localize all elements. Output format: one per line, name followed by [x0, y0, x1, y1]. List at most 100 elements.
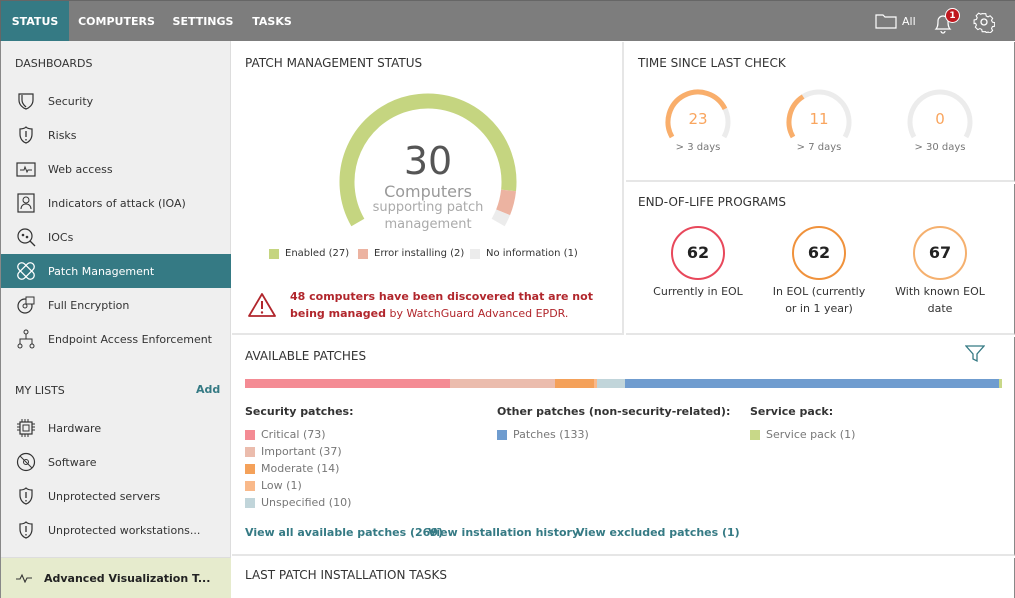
disc-icon — [16, 452, 36, 472]
warning-icon — [248, 293, 276, 317]
list-item-hardware[interactable]: Hardware — [1, 411, 231, 445]
patch-bar-segment — [554, 379, 594, 388]
sidebar-item-endpoint-access-enforcement[interactable]: Endpoint Access Enforcement — [1, 322, 231, 356]
eol-count-circle[interactable]: 62 — [671, 226, 725, 280]
eol-count-circle[interactable]: 62 — [792, 226, 846, 280]
sidebar-item-indicators-of-attack-ioa[interactable]: Indicators of attack (IOA) — [1, 186, 231, 220]
last-tasks-title: LAST PATCH INSTALLATION TASKS — [245, 568, 448, 582]
sidebar-item-label: Endpoint Access Enforcement — [48, 332, 212, 346]
pulse-icon — [16, 573, 32, 583]
time-gauge-track — [907, 89, 973, 139]
sidebar-item-label: Patch Management — [48, 264, 155, 278]
patch-legend-item: Patches (133) — [497, 428, 589, 441]
sidebar-item-label: Web access — [48, 162, 113, 176]
sidebar-item-label: IOCs — [48, 230, 74, 244]
folder-icon — [875, 14, 897, 29]
legend-swatch — [358, 248, 368, 259]
sidebar-item-label: Hardware — [48, 421, 102, 435]
sidebar-item-label: Security — [48, 94, 94, 108]
patch-bar-segment — [999, 379, 1002, 388]
notifications-button[interactable]: 1 — [931, 8, 960, 35]
gauge-label: Computers — [384, 182, 472, 201]
patch-legend-item: Moderate (14) — [245, 462, 339, 475]
my-lists-heading: MY LISTS — [15, 384, 65, 397]
legend-swatch — [750, 429, 760, 440]
view-excluded-patches-link[interactable]: View excluded patches (1) — [576, 526, 740, 539]
available-patches-card: AVAILABLE PATCHES Security patches: Othe… — [232, 337, 1015, 556]
time-gauge-fill — [786, 94, 805, 139]
patch-status-title: PATCH MANAGEMENT STATUS — [245, 56, 423, 70]
time-gauge-value: 0 — [935, 110, 945, 128]
time-gauges — [665, 89, 973, 139]
other-patches-heading: Other patches (non-security-related): — [497, 405, 731, 418]
top-nav: STATUS COMPUTERS SETTINGS TASKS All 1 — [0, 0, 1015, 42]
gauge-segment-0 — [339, 93, 517, 227]
monitor-pulse-icon — [16, 162, 36, 177]
eol-label: In EOL (currently or in 1 year) — [772, 285, 866, 315]
legend-swatch — [245, 446, 255, 457]
network-tree-icon — [17, 329, 35, 349]
sidebar-item-patch-management[interactable]: Patch Management — [1, 254, 231, 288]
service-pack-heading: Service pack: — [750, 405, 834, 418]
advanced-visualization-item[interactable]: Advanced Visualization T... — [1, 557, 231, 598]
sidebar-item-full-encryption[interactable]: Full Encryption — [1, 288, 231, 322]
legend-no-info: No information (1) — [470, 248, 578, 259]
patch-icon — [17, 262, 35, 280]
sidebar-item-web-access[interactable]: Web access — [1, 152, 231, 186]
patch-status-gauge — [339, 93, 517, 227]
tab-status[interactable]: STATUS — [1, 1, 69, 42]
legend-swatch — [470, 248, 480, 259]
time-gauge-value: 11 — [809, 110, 829, 128]
patch-legend-item: Critical (73) — [245, 428, 326, 441]
tab-computers[interactable]: COMPUTERS — [78, 15, 155, 28]
time-since-check-title: TIME SINCE LAST CHECK — [638, 56, 786, 70]
patch-bar-segment — [450, 379, 555, 388]
sidebar-item-label: Software — [48, 455, 97, 469]
legend-swatch — [245, 429, 255, 440]
tab-settings[interactable]: SETTINGS — [172, 15, 234, 28]
patch-bar-segment — [593, 379, 597, 388]
view-installation-history-link[interactable]: View installation history — [428, 526, 580, 539]
search-bug-icon — [17, 228, 36, 247]
list-item-unprotected-workstations[interactable]: Unprotected workstations... — [1, 513, 231, 547]
legend-swatch — [497, 429, 507, 440]
gauge-segment-1 — [496, 189, 517, 216]
list-item-software[interactable]: Software — [1, 445, 231, 479]
add-list-link[interactable]: Add — [196, 383, 221, 396]
sidebar-item-iocs[interactable]: IOCs — [1, 220, 231, 254]
unmanaged-warning[interactable]: 48 computers have been discovered that a… — [290, 290, 593, 320]
folder-label: All — [902, 14, 916, 28]
patch-status-card: PATCH MANAGEMENT STATUS 30 Computers sup… — [232, 42, 624, 335]
folder-filter-button[interactable]: All — [875, 13, 916, 29]
security-patches-heading: Security patches: — [245, 405, 354, 418]
gear-icon[interactable] — [973, 11, 995, 33]
eol-count-circle[interactable]: 67 — [913, 226, 967, 280]
shield-alert-icon — [19, 521, 33, 539]
legend-swatch — [245, 497, 255, 508]
patch-legend-item: Unspecified (10) — [245, 496, 351, 509]
list-item-unprotected-servers[interactable]: Unprotected servers — [1, 479, 231, 513]
sidebar-item-label: Full Encryption — [48, 298, 130, 312]
filter-icon[interactable] — [965, 345, 985, 363]
gauge-sublabel-2: management — [384, 217, 472, 232]
patch-bar-segment — [245, 379, 451, 388]
shield-alert-icon — [19, 126, 33, 144]
shield-alert-icon — [19, 487, 33, 505]
gauge-sublabel: supporting patch — [372, 200, 484, 215]
sidebar-item-security[interactable]: Security — [1, 84, 231, 118]
patch-legend-item: Service pack (1) — [750, 428, 855, 441]
tab-tasks[interactable]: TASKS — [252, 15, 292, 28]
patches-bar — [245, 379, 1002, 388]
legend-swatch — [269, 248, 279, 259]
time-since-check-card: TIME SINCE LAST CHECK 23 > 3 days 11 > 7 da… — [626, 42, 1015, 182]
patch-bar-segment — [624, 379, 1000, 388]
gauge-segment-2 — [491, 209, 511, 227]
time-gauge-value: 23 — [688, 110, 708, 128]
sidebar-item-risks[interactable]: Risks — [1, 118, 231, 152]
time-gauge-label: > 7 days — [796, 142, 842, 153]
chip-icon — [17, 419, 35, 437]
patch-legend-item: Low (1) — [245, 479, 302, 492]
view-all-patches-link[interactable]: View all available patches (269) — [245, 526, 444, 539]
shield-icon — [18, 93, 34, 110]
eol-card: END-OF-LIFE PROGRAMS 62 Currently in EOL 6… — [626, 184, 1015, 335]
